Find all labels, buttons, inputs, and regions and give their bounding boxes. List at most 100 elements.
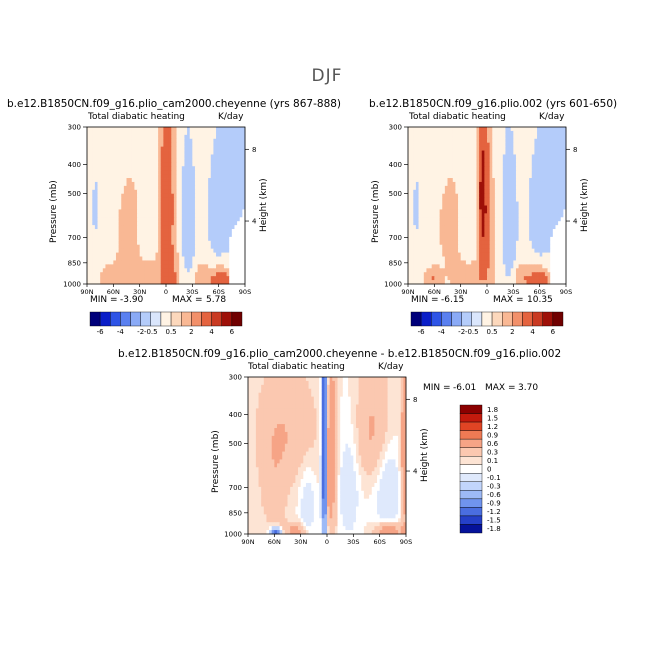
- heatmap-cell: [442, 127, 446, 132]
- heatmap-cell: [171, 221, 175, 226]
- heatmap-cell: [434, 260, 438, 265]
- heatmap-cell: [218, 138, 222, 144]
- heatmap-cell: [415, 225, 419, 230]
- heatmap-cell: [544, 280, 548, 285]
- heatmap-cell: [468, 217, 472, 222]
- heatmap-cell: [558, 205, 562, 210]
- heatmap-cell: [537, 260, 541, 265]
- heatmap-cell: [489, 166, 493, 171]
- heatmap-cell: [97, 154, 101, 159]
- heatmap-cell: [105, 158, 109, 163]
- heatmap-cell: [529, 201, 533, 206]
- heatmap-cell: [87, 225, 91, 230]
- heatmap-cell: [526, 146, 530, 151]
- heatmap-cell: [237, 154, 241, 159]
- heatmap-cell: [537, 205, 541, 210]
- heatmap-cell: [526, 217, 530, 222]
- heatmap-cell: [221, 142, 225, 148]
- heatmap-cell: [510, 264, 514, 269]
- heatmap-cell: [197, 236, 201, 242]
- heatmap-cell: [497, 272, 501, 277]
- heatmap-cell: [408, 130, 412, 136]
- heatmap-cell: [515, 181, 519, 187]
- heatmap-cell: [226, 280, 230, 285]
- heatmap-cell: [529, 213, 533, 218]
- heatmap-cell: [563, 154, 567, 159]
- heatmap-cell: [100, 232, 104, 238]
- heatmap-cell: [89, 130, 93, 136]
- heatmap-cell: [187, 142, 191, 148]
- heatmap-cell: [108, 248, 112, 254]
- heatmap-cell: [468, 248, 472, 254]
- heatmap-cell: [521, 197, 525, 202]
- heatmap-cell: [468, 213, 472, 218]
- heatmap-cell: [210, 146, 214, 151]
- heatmap-cell: [179, 240, 183, 246]
- heatmap-cell: [218, 276, 222, 281]
- heatmap-cell: [229, 260, 233, 265]
- heatmap-cell: [465, 193, 469, 199]
- heatmap-cell: [108, 130, 112, 136]
- heatmap-cell: [421, 244, 425, 250]
- heatmap-cell: [115, 225, 119, 230]
- heatmap-cell: [552, 256, 556, 261]
- heatmap-cell: [408, 276, 412, 281]
- heatmap-cell: [518, 217, 522, 222]
- heatmap-cell: [229, 162, 233, 167]
- heatmap-cell: [118, 166, 122, 171]
- heatmap-cell: [529, 166, 533, 171]
- heatmap-cell: [550, 154, 554, 159]
- heatmap-cell: [452, 162, 456, 167]
- heatmap-cell: [484, 280, 488, 285]
- heatmap-cell: [234, 252, 238, 257]
- heatmap-cell: [150, 268, 154, 273]
- heatmap-cell: [455, 181, 459, 187]
- heatmap-cell: [197, 209, 201, 214]
- heatmap-cell: [563, 256, 567, 261]
- heatmap-cell: [226, 244, 230, 250]
- heatmap-cell: [531, 130, 535, 136]
- heatmap-cell: [539, 166, 543, 171]
- heatmap-cell: [155, 244, 159, 250]
- heatmap-cell: [515, 127, 519, 132]
- heatmap-cell: [544, 150, 548, 155]
- heatmap-cell: [552, 158, 556, 163]
- heatmap-cell: [89, 189, 93, 195]
- heatmap-cell: [502, 217, 506, 222]
- heatmap-cell: [213, 193, 217, 199]
- heatmap-cell: [126, 205, 130, 210]
- heatmap-cell: [537, 221, 541, 226]
- heatmap-cell: [168, 229, 172, 234]
- heatmap-cell: [492, 174, 496, 179]
- heatmap-cell: [468, 138, 472, 144]
- heatmap-cell: [155, 185, 159, 191]
- heatmap-cell: [523, 209, 527, 214]
- heatmap-cell: [205, 166, 209, 171]
- heatmap-cell: [436, 264, 440, 269]
- heatmap-cell: [489, 185, 493, 191]
- heatmap-cell: [465, 272, 469, 277]
- heatmap-cell: [429, 209, 433, 214]
- heatmap-cell: [513, 225, 517, 230]
- heatmap-cell: [202, 178, 206, 183]
- heatmap-cell: [126, 197, 130, 202]
- heatmap-cell: [97, 256, 101, 261]
- heatmap-cell: [234, 150, 238, 155]
- heatmap-cell: [558, 244, 562, 250]
- heatmap-cell: [184, 221, 188, 226]
- heatmap-cell: [410, 217, 414, 222]
- heatmap-cell: [423, 142, 427, 148]
- heatmap-cell: [92, 193, 96, 199]
- heatmap-cell: [513, 193, 517, 199]
- heatmap-cell: [121, 170, 125, 175]
- heatmap-cell: [131, 138, 135, 144]
- heatmap-cell: [494, 166, 498, 171]
- heatmap-cell: [139, 130, 143, 136]
- heatmap-cell: [144, 276, 148, 281]
- heatmap-cell: [210, 280, 214, 285]
- heatmap-cell: [415, 130, 419, 136]
- heatmap-cell: [200, 178, 204, 183]
- heatmap-cell: [471, 178, 475, 183]
- heatmap-cell: [181, 209, 185, 214]
- heatmap-cell: [108, 268, 112, 273]
